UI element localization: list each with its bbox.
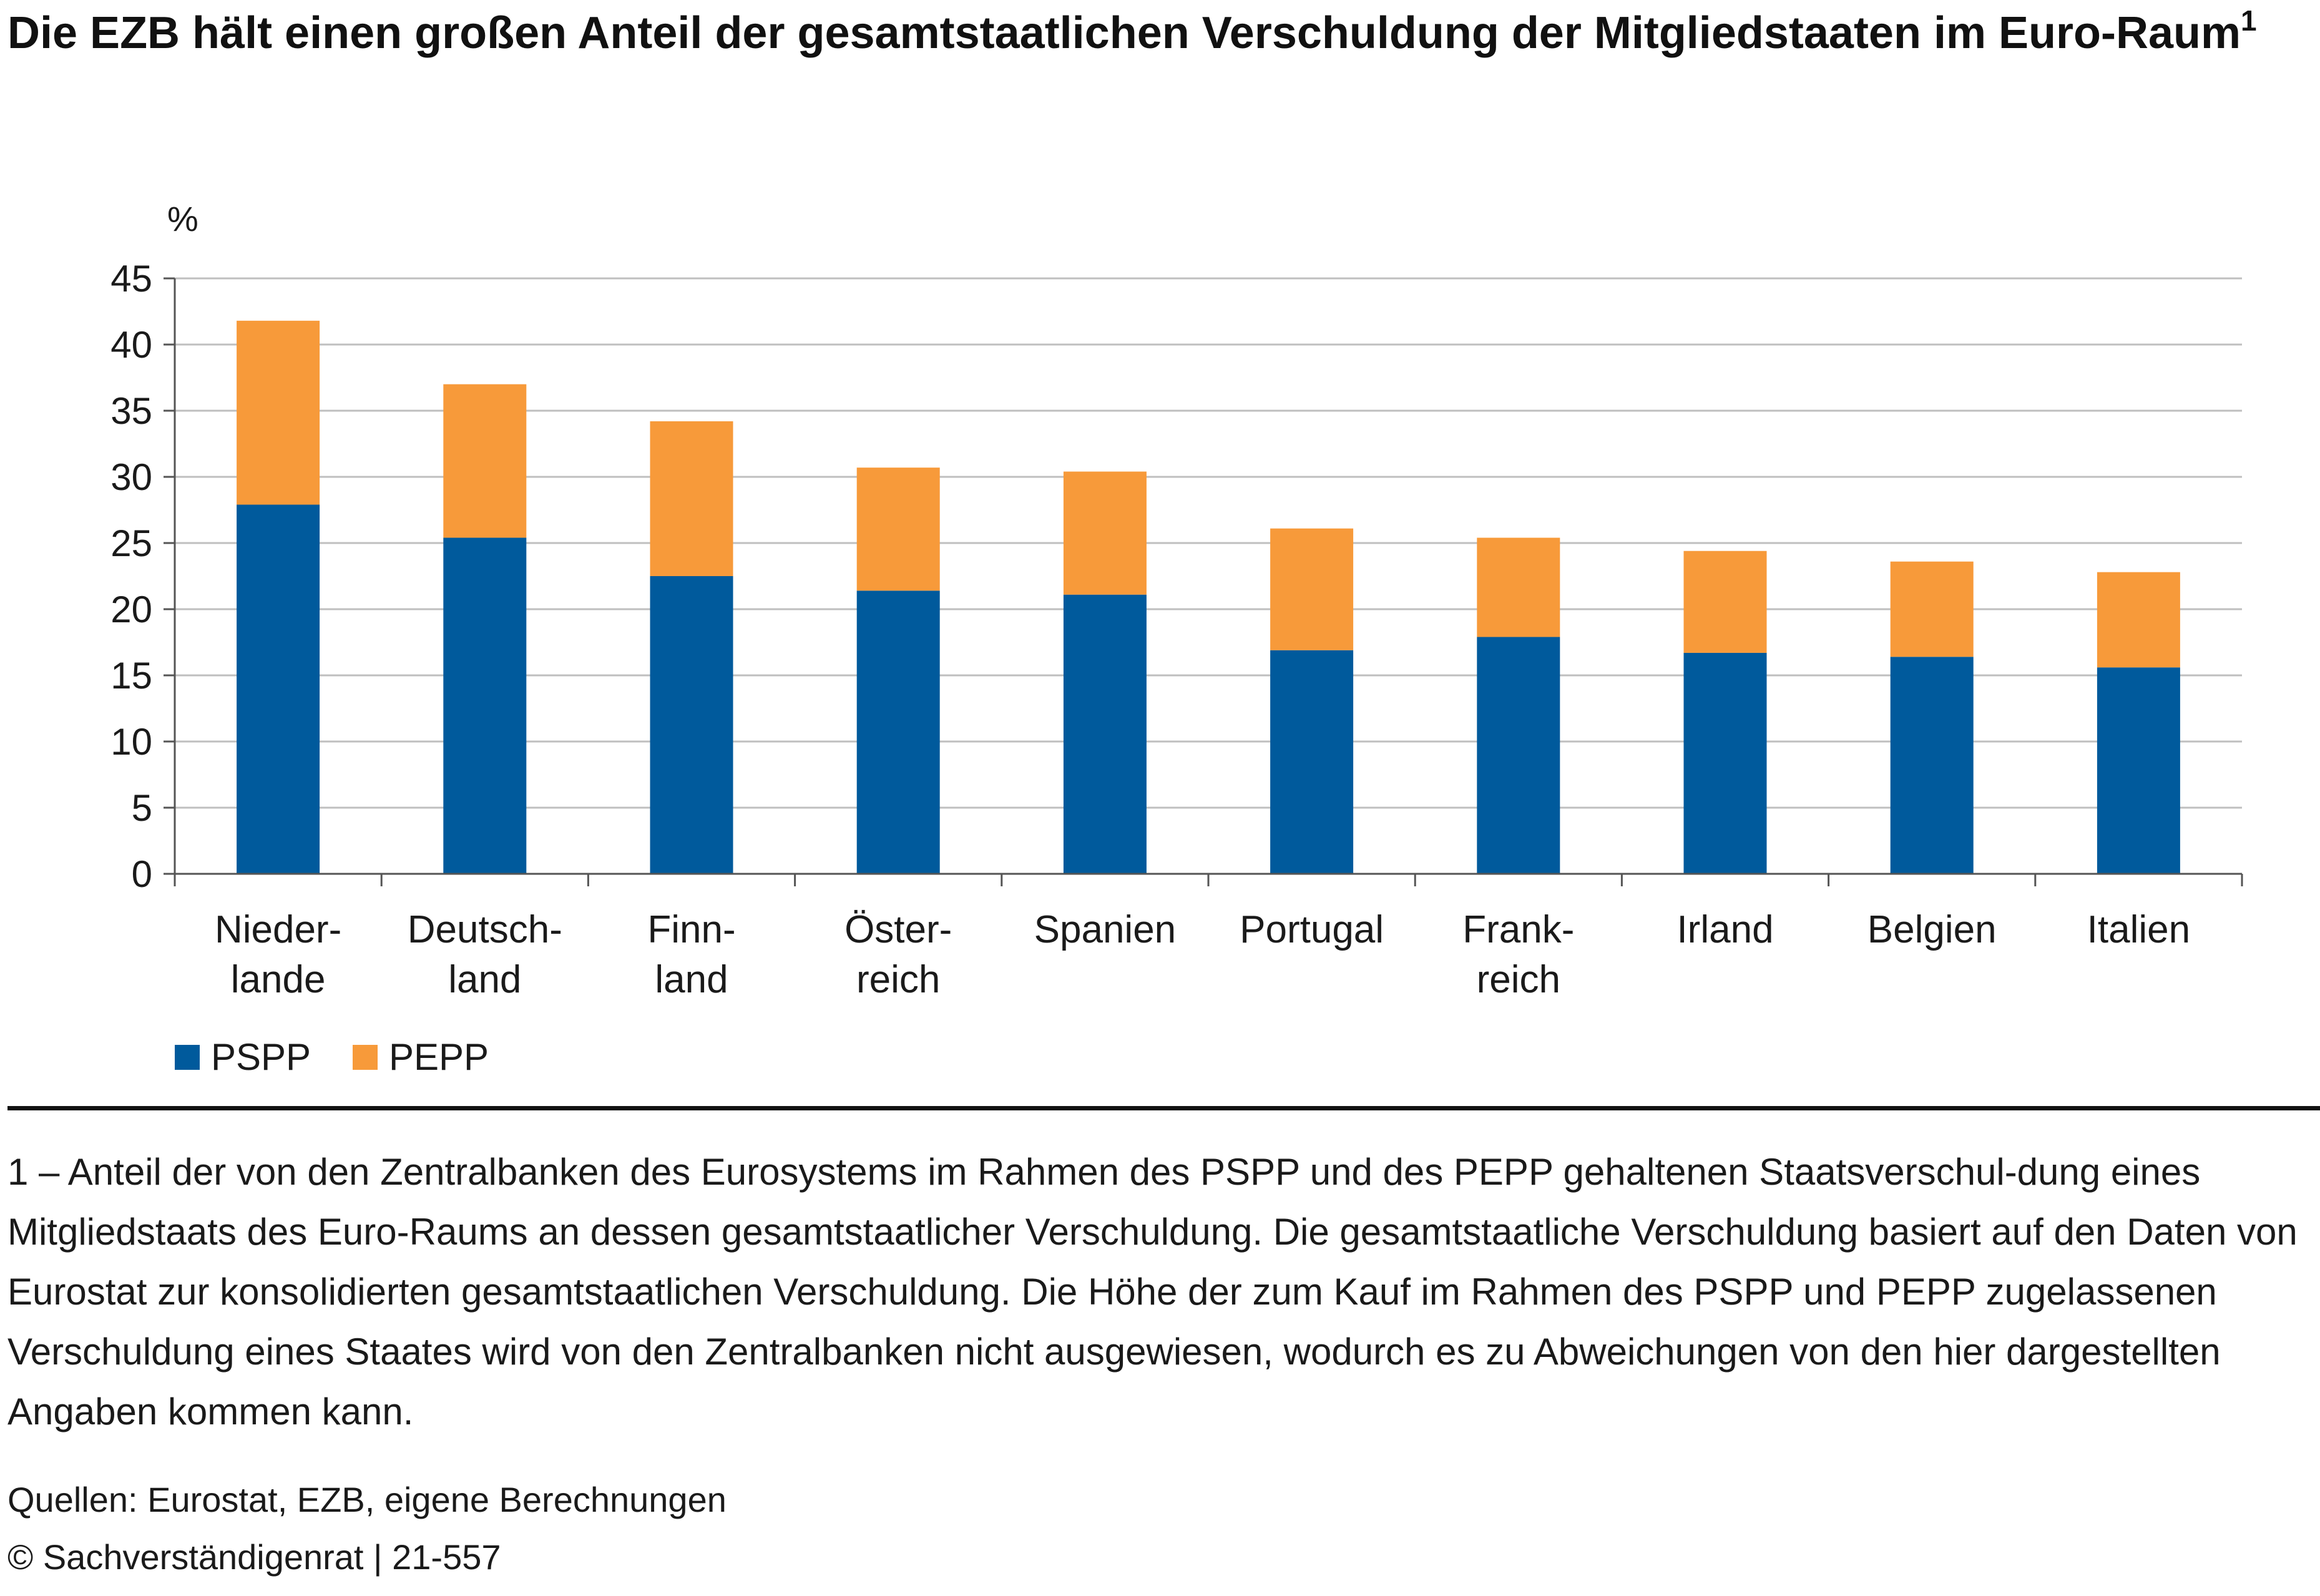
x-category-label-line: Öster- — [844, 908, 952, 951]
stacked-bar-chart: % 0 5 10 15 20 25 30 35 40 45 Nieder-lande Deutsch-… — [110, 199, 2243, 1078]
y-tick-label: 30 — [110, 456, 152, 498]
bar-pspp — [237, 504, 320, 874]
y-tick-label: 25 — [110, 522, 152, 564]
legend-swatch-pspp — [175, 1045, 200, 1070]
y-tick-label: 15 — [110, 655, 152, 697]
legend: PSPP PEPP — [175, 1036, 489, 1078]
y-tick-label: 35 — [110, 390, 152, 432]
footnote-divider — [7, 1106, 2320, 1110]
copyright-text: © Sachverständigenrat | 21-557 — [7, 1537, 501, 1577]
x-category-label-line: Belgien — [1867, 908, 1997, 951]
bar-pepp — [650, 421, 733, 576]
bar-pspp — [1063, 594, 1147, 874]
y-tick-label: 40 — [110, 324, 152, 366]
axis-labels: 0 5 10 15 20 25 30 35 40 45 Nieder-lande Deutsch-la… — [110, 258, 2190, 1001]
bar-pspp — [1477, 637, 1560, 874]
x-category-label-line: Spanien — [1034, 908, 1177, 951]
x-category-label: Nieder-lande — [215, 908, 341, 1001]
x-category-label-line: Italien — [2087, 908, 2190, 951]
y-tick-label: 20 — [110, 589, 152, 630]
x-category-label: Irland — [1676, 908, 1773, 951]
y-unit-label: % — [167, 199, 198, 238]
x-category-label-line: Nieder- — [215, 908, 341, 951]
y-tick-label: 0 — [132, 853, 152, 895]
bar-pspp — [650, 576, 733, 874]
x-category-label-line: land — [448, 958, 521, 1001]
bar-pspp — [443, 537, 527, 874]
x-category-label-line: Frank- — [1462, 908, 1574, 951]
x-category-label: Italien — [2087, 908, 2190, 951]
bar-pspp — [1683, 652, 1767, 874]
legend-swatch-pepp — [353, 1045, 378, 1070]
y-tick-label: 45 — [110, 258, 152, 300]
bar-pspp — [1270, 650, 1354, 874]
bar-pepp — [237, 320, 320, 505]
y-tick-label: 5 — [132, 787, 152, 829]
bar-pepp — [443, 384, 527, 538]
legend-label-pspp: PSPP — [211, 1036, 311, 1078]
legend-label-pepp: PEPP — [389, 1036, 489, 1078]
footnote-text: 1 – Anteil der von den Zentralbanken des… — [7, 1151, 2298, 1432]
bar-pepp — [1063, 471, 1147, 595]
y-tick-label: 10 — [110, 721, 152, 763]
x-category-label-line: Finn- — [647, 908, 735, 951]
x-category-label: Portugal — [1240, 908, 1384, 951]
x-category-label: Frank-reich — [1462, 908, 1574, 1001]
bar-pepp — [1890, 561, 1974, 657]
x-category-label-line: reich — [1477, 958, 1560, 1001]
x-category-label: Deutsch-land — [408, 908, 562, 1001]
bar-pepp — [1477, 537, 1560, 637]
bar-pepp — [2097, 572, 2180, 668]
x-category-label: Finn-land — [647, 908, 735, 1001]
bar-pepp — [856, 468, 940, 591]
bar-pepp — [1270, 528, 1354, 650]
source-text: Quellen: Eurostat, EZB, eigene Berechnun… — [7, 1480, 727, 1519]
x-category-label-line: Irland — [1676, 908, 1773, 951]
title-footnote-marker: 1 — [2241, 4, 2257, 37]
x-category-label-line: Deutsch- — [408, 908, 562, 951]
x-category-label-line: land — [655, 958, 728, 1001]
bar-pepp — [1683, 551, 1767, 653]
bar-pspp — [2097, 667, 2180, 874]
axes — [164, 277, 2243, 886]
bar-pspp — [856, 590, 940, 874]
chart-title-text: Die EZB hält einen großen Anteil der ges… — [7, 8, 2241, 58]
x-category-label: Spanien — [1034, 908, 1177, 951]
x-category-label-line: Portugal — [1240, 908, 1384, 951]
bars — [237, 320, 2180, 874]
x-category-label: Öster-reich — [844, 908, 952, 1001]
chart-title: Die EZB hält einen großen Anteil der ges… — [7, 5, 2286, 61]
bar-pspp — [1890, 657, 1974, 874]
x-category-label: Belgien — [1867, 908, 1997, 951]
x-category-label-line: lande — [231, 958, 326, 1001]
x-category-label-line: reich — [856, 958, 940, 1001]
